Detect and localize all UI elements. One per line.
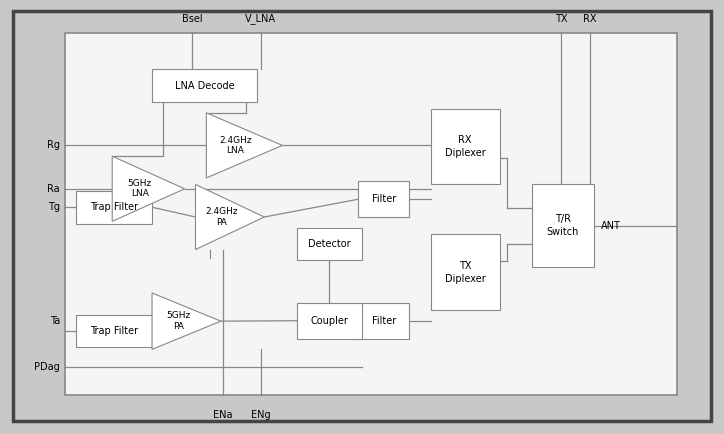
Bar [532, 184, 594, 267]
Polygon shape [152, 293, 221, 349]
Text: Trap Filter: Trap Filter [90, 326, 138, 336]
Text: Rg: Rg [47, 140, 60, 151]
Text: Detector: Detector [308, 239, 350, 249]
Bar [297, 303, 362, 339]
Text: Bsel: Bsel [182, 14, 202, 24]
Text: Ra: Ra [48, 184, 60, 194]
Bar [358, 181, 409, 217]
Text: Filter: Filter [371, 194, 396, 204]
Text: Ta: Ta [50, 316, 60, 326]
Polygon shape [112, 156, 185, 221]
Text: T/R
Switch: T/R Switch [547, 214, 579, 237]
Text: 2.4GHz
LNA: 2.4GHz LNA [219, 136, 251, 155]
Text: 2.4GHz
PA: 2.4GHz PA [206, 207, 238, 227]
Text: PDag: PDag [34, 362, 60, 372]
Text: RX
Diplexer: RX Diplexer [445, 135, 486, 158]
Polygon shape [206, 113, 282, 178]
Text: 5GHz
LNA: 5GHz LNA [127, 179, 152, 198]
Text: 5GHz
PA: 5GHz PA [166, 312, 190, 331]
Bar [76, 191, 152, 224]
Text: LNA Decode: LNA Decode [174, 81, 235, 91]
Bar [297, 228, 362, 260]
Text: ENa: ENa [214, 410, 232, 420]
Text: RX: RX [584, 14, 597, 24]
Bar [358, 303, 409, 339]
Text: Trap Filter: Trap Filter [90, 202, 138, 212]
Text: TX: TX [555, 14, 568, 24]
Text: ENg: ENg [251, 410, 271, 420]
Text: Filter: Filter [371, 316, 396, 326]
Bar [431, 234, 500, 310]
Text: TX
Diplexer: TX Diplexer [445, 261, 486, 283]
Text: ANT: ANT [601, 220, 620, 231]
Bar [76, 315, 152, 347]
Bar [65, 33, 677, 395]
Text: Coupler: Coupler [311, 316, 348, 326]
Text: Tg: Tg [48, 202, 60, 212]
Bar [152, 69, 257, 102]
Text: V_LNA: V_LNA [245, 13, 276, 24]
Polygon shape [195, 184, 264, 250]
Bar [431, 108, 500, 184]
